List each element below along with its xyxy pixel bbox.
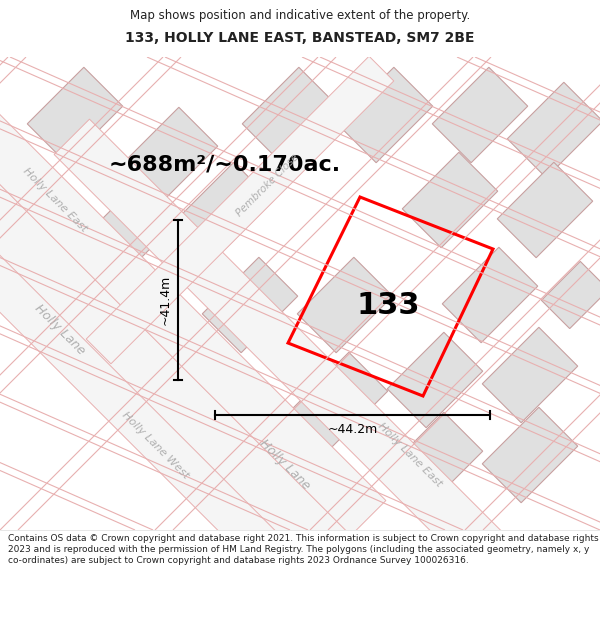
Polygon shape (432, 68, 528, 162)
Text: Holly Lane West: Holly Lane West (119, 409, 190, 481)
Text: Pembroke Close: Pembroke Close (235, 152, 301, 218)
Polygon shape (541, 261, 600, 329)
Text: ~41.4m: ~41.4m (159, 275, 172, 325)
Polygon shape (292, 352, 388, 447)
Polygon shape (387, 332, 483, 428)
Polygon shape (242, 68, 338, 162)
Polygon shape (507, 82, 600, 178)
Text: Holly Lane East: Holly Lane East (376, 421, 444, 489)
Text: Map shows position and indicative extent of the property.: Map shows position and indicative extent… (130, 9, 470, 22)
Text: 133: 133 (356, 291, 420, 319)
Polygon shape (27, 68, 123, 162)
Polygon shape (0, 1, 409, 625)
Polygon shape (0, 0, 386, 536)
Text: Holly Lane: Holly Lane (32, 302, 88, 358)
Polygon shape (442, 248, 538, 342)
Text: 133, HOLLY LANE EAST, BANSTEAD, SM7 2BE: 133, HOLLY LANE EAST, BANSTEAD, SM7 2BE (125, 31, 475, 45)
Polygon shape (297, 258, 393, 352)
Polygon shape (337, 68, 433, 162)
Polygon shape (86, 56, 394, 364)
Polygon shape (482, 408, 578, 502)
Polygon shape (202, 258, 298, 352)
Polygon shape (82, 182, 178, 278)
Polygon shape (122, 107, 218, 202)
Text: Contains OS data © Crown copyright and database right 2021. This information is : Contains OS data © Crown copyright and d… (8, 534, 599, 565)
Polygon shape (177, 162, 273, 258)
Polygon shape (402, 152, 498, 248)
Polygon shape (497, 162, 593, 258)
Text: Holly Lane East: Holly Lane East (21, 166, 89, 234)
Polygon shape (0, 124, 576, 625)
Text: ~688m²/~0.170ac.: ~688m²/~0.170ac. (109, 155, 341, 175)
Text: ~44.2m: ~44.2m (328, 423, 377, 436)
Text: Holly Lane: Holly Lane (257, 438, 313, 493)
Polygon shape (54, 119, 600, 625)
Polygon shape (387, 412, 483, 508)
Polygon shape (482, 328, 578, 422)
